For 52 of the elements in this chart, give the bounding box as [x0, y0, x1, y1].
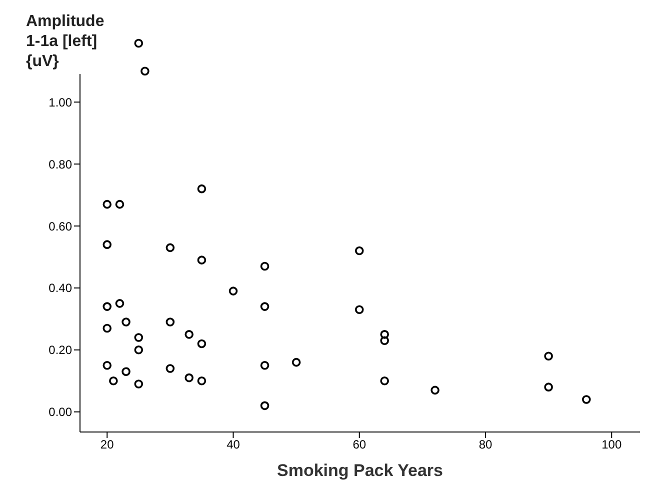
point	[582, 395, 591, 404]
y-tick-label: 0.60	[48, 219, 72, 234]
point	[166, 318, 175, 326]
x-axis-title: Smoking Pack Years	[276, 461, 444, 480]
point	[134, 333, 144, 342]
point	[134, 380, 144, 388]
point	[102, 361, 112, 370]
point	[430, 386, 440, 395]
y-tick-label: 0.80	[48, 157, 72, 172]
point	[140, 66, 150, 76]
point	[380, 336, 389, 346]
x-tick-label: 20	[100, 438, 114, 452]
point	[354, 246, 364, 256]
x-tick-label: 60	[352, 438, 366, 452]
point	[260, 262, 270, 271]
point	[134, 346, 144, 354]
point	[292, 358, 301, 367]
y-tick-label: 1.00	[48, 95, 72, 110]
x-tick-label: 80	[478, 438, 492, 452]
point	[197, 376, 206, 386]
y-tick-label: 0.00	[48, 405, 72, 420]
point	[197, 256, 206, 264]
point	[544, 382, 553, 392]
point	[354, 305, 364, 314]
y-axis-title: Amplitude 1-1a [left] {uV}	[22, 10, 122, 74]
point	[102, 240, 112, 249]
y-tick-label: 0.40	[48, 281, 72, 296]
point	[166, 364, 175, 373]
y-tick-label: 0.20	[48, 343, 72, 358]
point	[102, 302, 112, 311]
point	[109, 376, 118, 386]
point	[260, 401, 270, 410]
point	[102, 200, 112, 209]
point	[544, 352, 553, 361]
point	[115, 299, 124, 308]
point	[115, 200, 124, 209]
point	[380, 376, 389, 386]
point	[122, 318, 130, 326]
point	[260, 302, 270, 311]
point	[380, 330, 389, 339]
point	[197, 339, 206, 348]
point	[134, 38, 144, 48]
point	[184, 330, 194, 339]
x-tick-label: 100	[602, 438, 622, 452]
point	[228, 286, 238, 296]
point	[184, 373, 194, 382]
x-tick-label: 40	[226, 438, 240, 452]
point	[260, 361, 270, 370]
point	[122, 367, 130, 376]
point	[102, 324, 112, 333]
point	[166, 243, 175, 252]
point	[197, 184, 206, 194]
